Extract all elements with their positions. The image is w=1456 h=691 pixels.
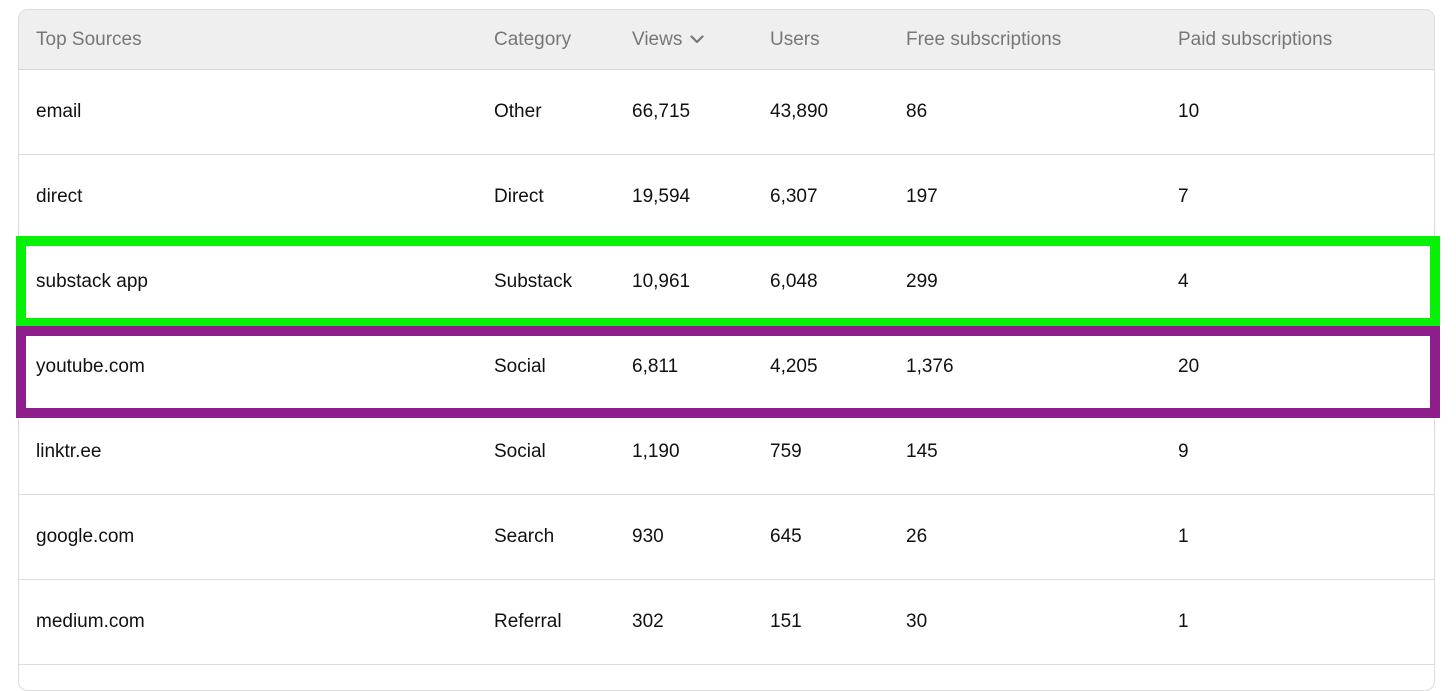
views-cell: 6,811 — [632, 356, 679, 377]
source-cell: substack app — [36, 271, 148, 292]
views-cell: 19,594 — [632, 186, 691, 207]
paid-subscriptions-cell: 4 — [1178, 271, 1189, 292]
free-subscriptions-cell: 30 — [906, 611, 928, 632]
source-cell: medium.com — [36, 611, 145, 632]
source-cell: direct — [36, 186, 83, 207]
free-subscriptions-cell: 299 — [906, 271, 938, 292]
free-subscriptions-cell: 1,376 — [906, 356, 954, 377]
free-subscriptions-cell: 197 — [906, 186, 938, 207]
source-cell: email — [36, 101, 82, 122]
header-views-label: Views — [632, 28, 683, 50]
views-sort-button[interactable]: Views — [632, 29, 704, 51]
users-cell: 645 — [770, 526, 802, 547]
users-cell: 6,307 — [770, 186, 818, 207]
views-cell: 10,961 — [632, 271, 691, 292]
users-cell: 43,890 — [770, 101, 829, 122]
table-row[interactable]: email Other 66,715 43,890 86 10 — [19, 70, 1434, 155]
header-top-sources[interactable]: Top Sources — [36, 28, 142, 50]
header-users[interactable]: Users — [770, 28, 820, 50]
paid-subscriptions-cell: 9 — [1178, 441, 1189, 462]
paid-subscriptions-cell: 20 — [1178, 356, 1200, 377]
views-cell: 930 — [632, 526, 664, 547]
table-row[interactable]: youtube.com Social 6,811 4,205 1,376 20 — [19, 325, 1434, 410]
category-cell: Substack — [494, 271, 573, 292]
free-subscriptions-cell: 86 — [906, 101, 928, 122]
users-cell: 151 — [770, 611, 802, 632]
category-cell: Referral — [494, 611, 562, 632]
category-cell: Other — [494, 101, 542, 122]
free-subscriptions-cell: 145 — [906, 441, 938, 462]
paid-subscriptions-cell: 7 — [1178, 186, 1189, 207]
views-cell: 302 — [632, 611, 664, 632]
source-cell: google.com — [36, 526, 135, 547]
paid-subscriptions-cell: 1 — [1178, 611, 1189, 632]
top-sources-table: Top Sources Category Views Users Free su… — [18, 9, 1435, 691]
table-row[interactable]: direct Direct 19,594 6,307 197 7 — [19, 155, 1434, 240]
paid-subscriptions-cell: 10 — [1178, 101, 1200, 122]
header-category[interactable]: Category — [494, 28, 572, 50]
views-cell: 66,715 — [632, 101, 691, 122]
table-row[interactable]: linktr.ee Social 1,190 759 145 9 — [19, 410, 1434, 495]
users-cell: 759 — [770, 441, 802, 462]
source-cell: linktr.ee — [36, 441, 102, 462]
header-free-subscriptions[interactable]: Free subscriptions — [906, 28, 1062, 50]
users-cell: 4,205 — [770, 356, 818, 377]
header-paid-subscriptions[interactable]: Paid subscriptions — [1178, 28, 1333, 50]
table-row[interactable]: google.com Search 930 645 26 1 — [19, 495, 1434, 580]
views-cell: 1,190 — [632, 441, 680, 462]
category-cell: Search — [494, 526, 555, 547]
category-cell: Social — [494, 356, 546, 377]
chevron-down-icon — [690, 35, 704, 44]
category-cell: Social — [494, 441, 546, 462]
header-views[interactable]: Views — [632, 10, 704, 69]
free-subscriptions-cell: 26 — [906, 526, 928, 547]
source-cell: youtube.com — [36, 356, 145, 377]
category-cell: Direct — [494, 186, 544, 207]
table-row[interactable]: substack app Substack 10,961 6,048 299 4 — [19, 240, 1434, 325]
users-cell: 6,048 — [770, 271, 818, 292]
paid-subscriptions-cell: 1 — [1178, 526, 1189, 547]
table-row[interactable]: medium.com Referral 302 151 30 1 — [19, 580, 1434, 665]
table-header-row: Top Sources Category Views Users Free su… — [19, 10, 1434, 70]
